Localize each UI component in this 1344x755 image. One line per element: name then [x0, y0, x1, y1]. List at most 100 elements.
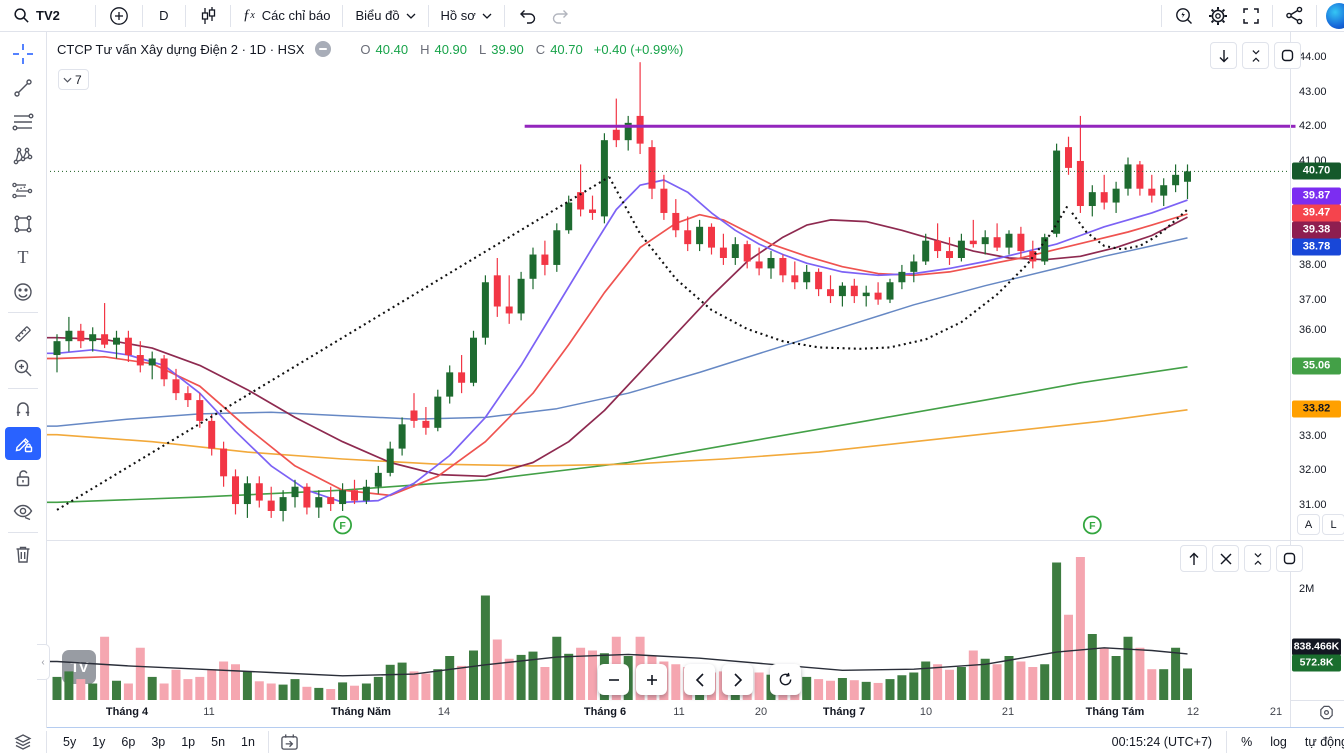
axis-settings-icon[interactable]	[1318, 704, 1335, 721]
maximize-pane-button[interactable]	[1274, 42, 1301, 69]
text-tool-button[interactable]: T	[5, 241, 41, 274]
fib-lines-tool-button[interactable]	[5, 105, 41, 138]
share-button[interactable]	[1278, 3, 1311, 29]
scroll-left-button[interactable]	[684, 664, 715, 695]
zoom-out-button[interactable]	[598, 664, 629, 695]
candle	[565, 202, 573, 231]
move-pane-down-button[interactable]	[1210, 42, 1237, 69]
financials-marker[interactable]	[333, 515, 353, 535]
account-logo[interactable]	[1326, 2, 1344, 29]
maximize-pane-button[interactable]	[1276, 545, 1303, 572]
candle	[1005, 233, 1013, 248]
add-symbol-button[interactable]	[101, 3, 137, 29]
projection-tool-button[interactable]	[5, 173, 41, 206]
volume-bar	[802, 676, 812, 700]
remove-drawings-button[interactable]	[5, 537, 41, 570]
range-5y-button[interactable]: 5y	[63, 734, 77, 749]
close-pane-button[interactable]	[1212, 545, 1239, 572]
ruler-tool-button[interactable]	[5, 317, 41, 350]
collapse-pane-button[interactable]	[1242, 42, 1269, 69]
collapse-legend-icon[interactable]	[315, 41, 332, 57]
interval-button[interactable]: D	[148, 3, 180, 29]
magnet-tool-button[interactable]	[5, 393, 41, 426]
time-tick: 21	[1001, 706, 1015, 718]
move-pane-up-button[interactable]	[1180, 545, 1207, 572]
log-scale-button[interactable]: log	[1270, 734, 1287, 749]
dotted-trend-drawing[interactable]	[608, 176, 1070, 350]
symbol-search-button[interactable]: TV2	[6, 3, 67, 29]
volume-bar	[1171, 647, 1181, 700]
redo-button[interactable]	[544, 3, 578, 29]
undo-button[interactable]	[510, 3, 544, 29]
financials-marker[interactable]	[1082, 515, 1102, 535]
candle	[600, 140, 608, 217]
chart-style-button[interactable]	[191, 3, 225, 29]
symbol-title[interactable]: CTCP Tư vấn Xây dựng Điện 2 · 1D · HSX	[57, 41, 305, 57]
calendar-goto-icon[interactable]	[280, 733, 299, 751]
candle	[446, 372, 454, 397]
zoom-in-button[interactable]	[636, 664, 667, 695]
percent-scale-button[interactable]: %	[1241, 734, 1253, 749]
toolbar-collapse-handle[interactable]: ‹	[37, 644, 50, 680]
collapse-pane-button[interactable]	[1244, 545, 1271, 572]
volume-bar	[564, 653, 574, 700]
pane-separator[interactable]	[46, 540, 1344, 541]
ma-orange	[46, 409, 1188, 467]
auto-scale-button[interactable]: A	[1297, 514, 1320, 535]
clock-label[interactable]: 00:15:24 (UTC+7)	[1111, 734, 1213, 749]
candle	[77, 330, 85, 342]
pattern-xabcd-tool-button[interactable]	[5, 139, 41, 172]
log-scale-button[interactable]: L	[1322, 514, 1344, 535]
scroll-right-button[interactable]	[722, 664, 753, 695]
range-5d-button[interactable]: 5n	[211, 734, 226, 749]
zoom-in-tool-button[interactable]	[5, 351, 41, 384]
hide-drawings-button[interactable]	[5, 495, 41, 528]
candle	[541, 254, 549, 265]
close-value: 40.70	[550, 41, 583, 57]
price-tick: 37.00	[1299, 294, 1327, 306]
candle	[1148, 188, 1156, 196]
fullscreen-button[interactable]	[1235, 3, 1267, 29]
candle	[267, 500, 275, 511]
lock-drawings-button[interactable]	[5, 461, 41, 494]
range-1m-button[interactable]: 1p	[181, 734, 196, 749]
settings-button[interactable]	[1201, 3, 1235, 29]
price-scale[interactable]: 44.00 43.00 42.00 41.00 38.00 37.00 36.00 33.00…	[1290, 31, 1344, 727]
dotted-trend-drawing[interactable]	[1071, 208, 1189, 251]
indicators-collapsed-button[interactable]: 7	[58, 69, 89, 90]
volume-bar	[76, 679, 86, 700]
dotted-trend-drawing[interactable]	[56, 176, 610, 511]
candle	[803, 271, 811, 283]
collapse-pane-icon	[1253, 552, 1262, 565]
object-tree-icon[interactable]	[14, 733, 32, 750]
reset-chart-button[interactable]	[770, 664, 801, 695]
candle	[303, 486, 311, 508]
volume-bar	[1123, 636, 1133, 700]
trend-line-tool-button[interactable]	[5, 71, 41, 104]
candle	[1184, 171, 1191, 182]
drawing-lock-mode-button[interactable]	[5, 427, 41, 460]
quick-search-button[interactable]	[1167, 3, 1201, 29]
profile-menu-button[interactable]: Hồ sơ	[434, 3, 499, 29]
range-1y-button[interactable]: 1y	[92, 734, 106, 749]
volume-pane-buttons	[1175, 545, 1303, 572]
rectangle-tool-button[interactable]	[5, 207, 41, 240]
volume-bar	[266, 683, 276, 700]
candle	[696, 226, 704, 245]
range-3m-button[interactable]: 3p	[151, 734, 166, 749]
range-6m-button[interactable]: 6p	[121, 734, 136, 749]
time-tick: Tháng Tám	[1085, 706, 1145, 718]
auto-scale-button[interactable]: tự động	[1304, 734, 1344, 749]
range-1d-button[interactable]: 1n	[241, 734, 255, 749]
time-tick: 10	[919, 706, 933, 718]
volume-bar	[433, 669, 443, 700]
time-axis[interactable]: Tháng 4 11 Tháng Năm 14 Tháng 6 11 20 Tháng 7 10…	[46, 700, 1333, 727]
chart-menu-button[interactable]: Biểu đồ	[348, 3, 422, 29]
emoji-tool-button[interactable]	[5, 275, 41, 308]
crosshair-tool-button[interactable]	[5, 37, 41, 70]
candle	[969, 240, 977, 245]
volume-bar	[219, 661, 229, 700]
price-pane-buttons	[1205, 42, 1301, 69]
